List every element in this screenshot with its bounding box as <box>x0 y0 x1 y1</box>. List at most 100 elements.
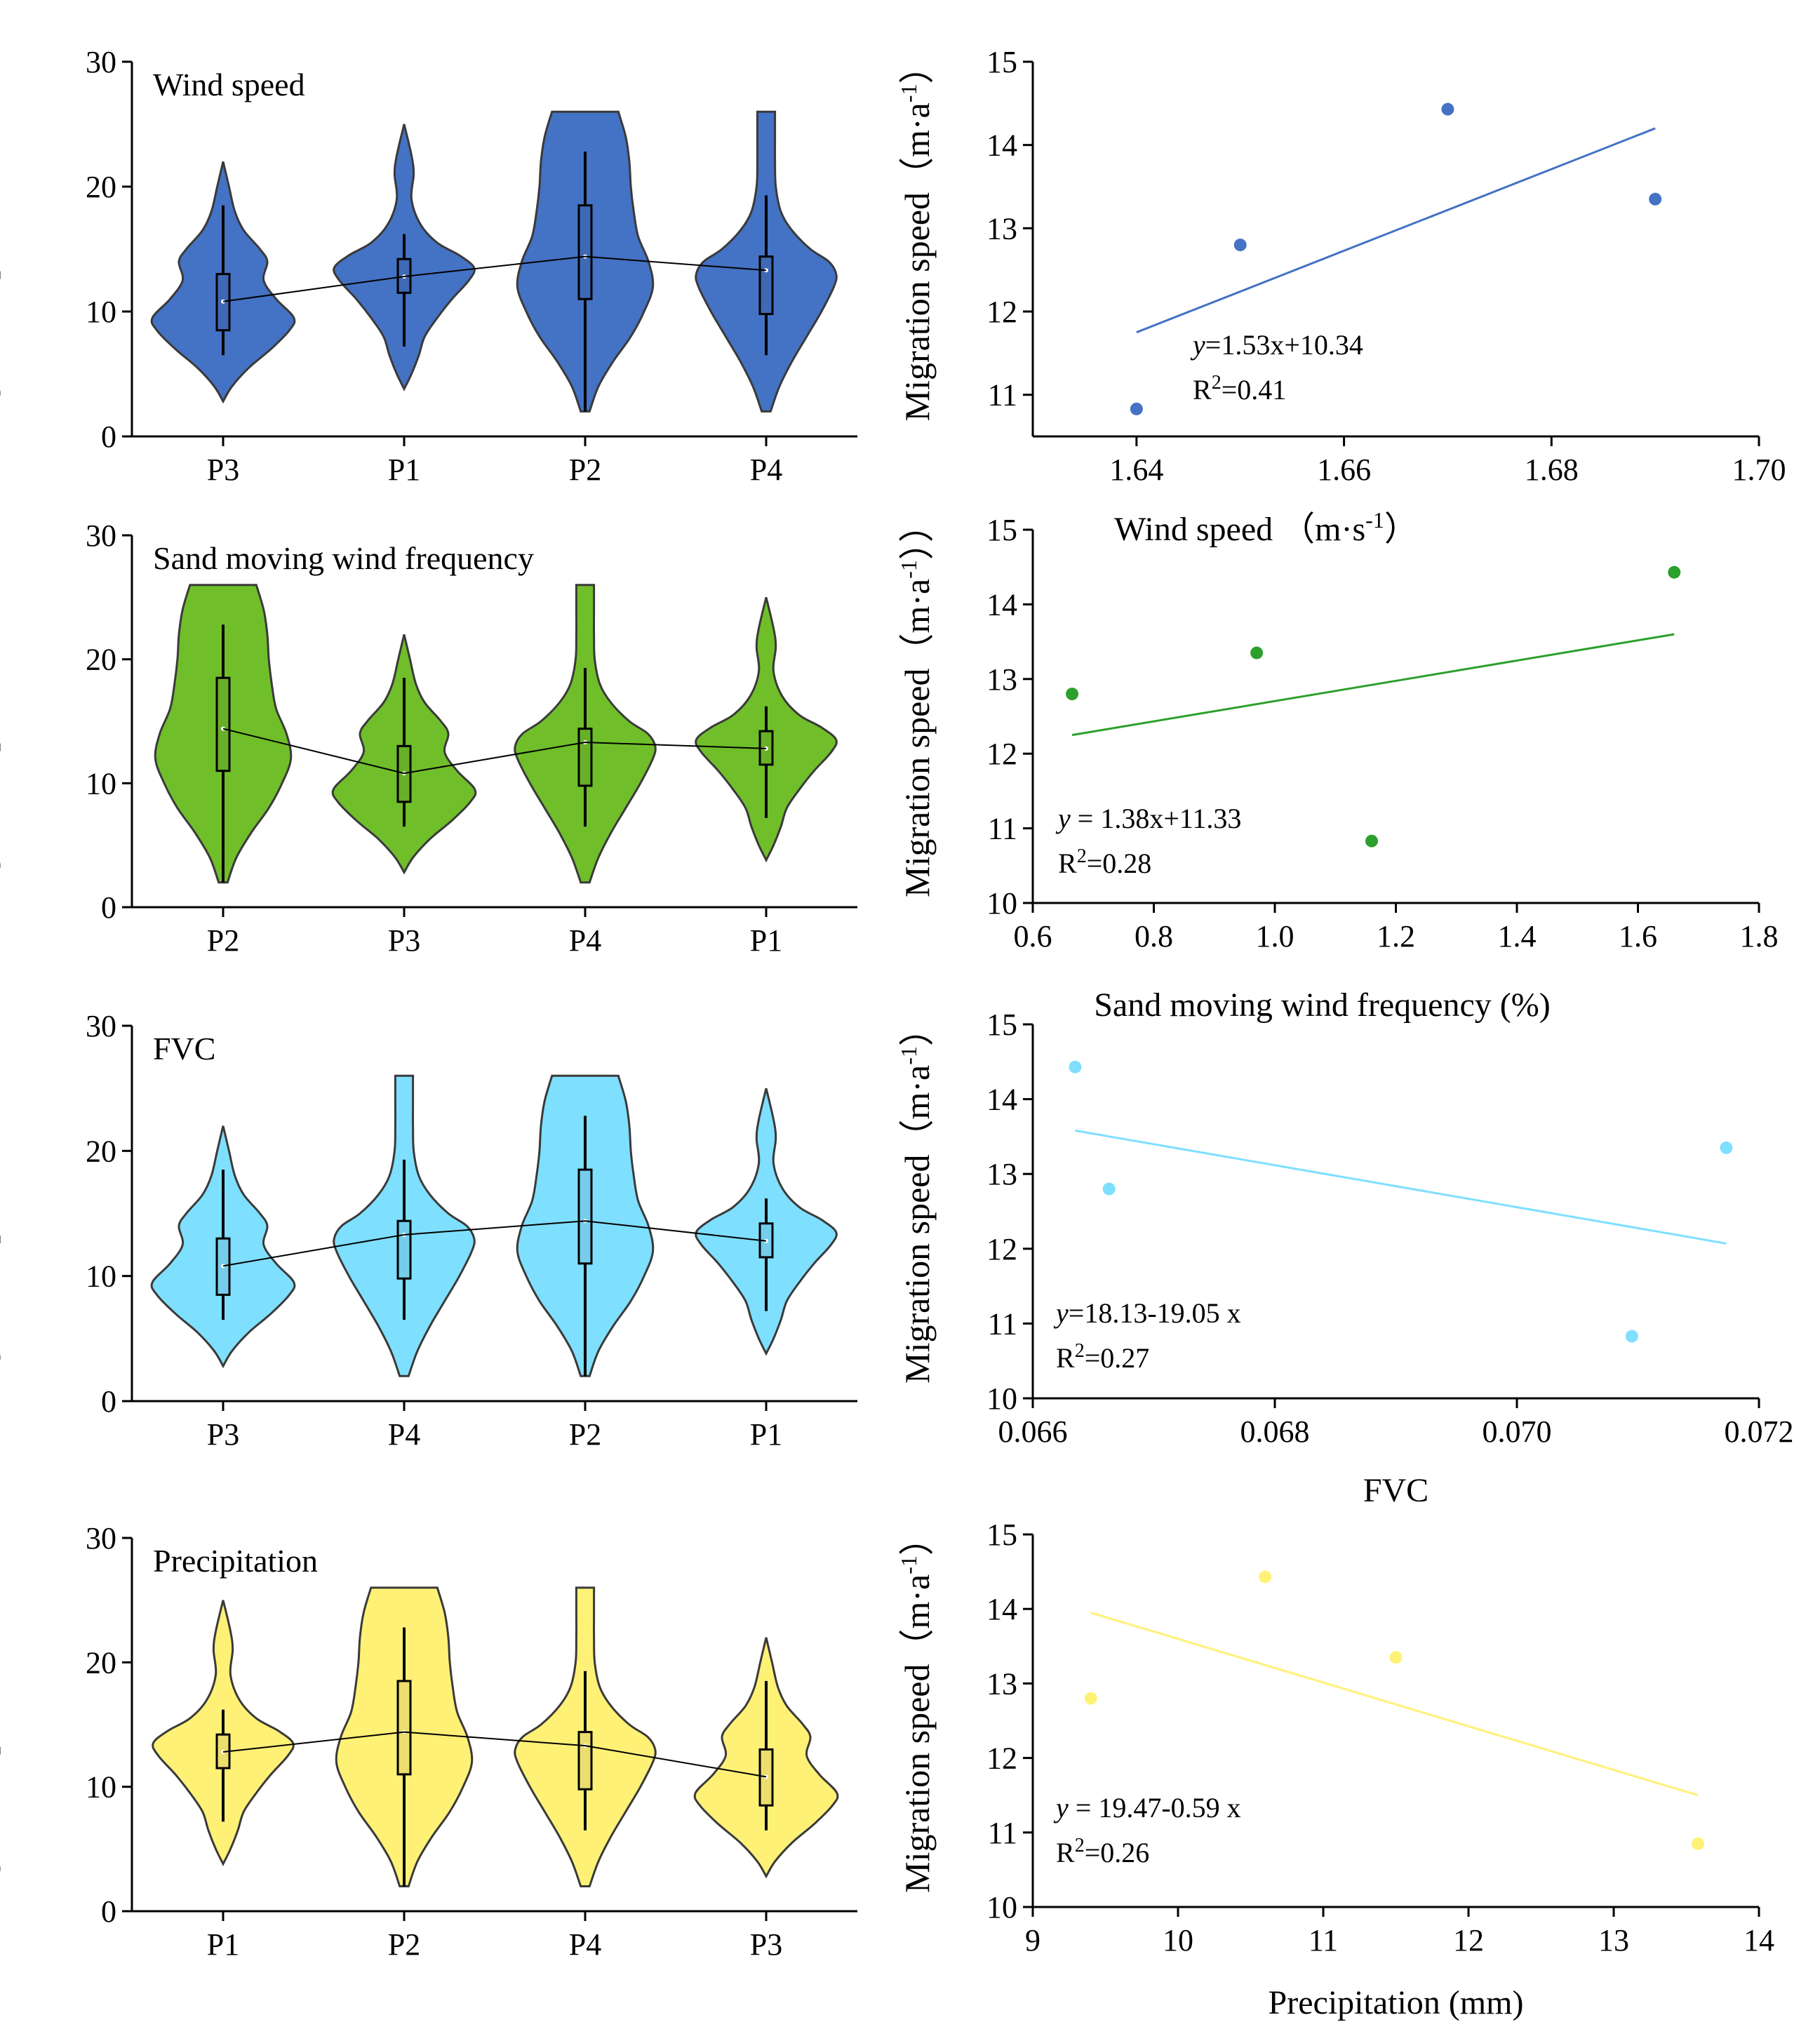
x-tick-label: P4 <box>569 1927 601 1962</box>
x-axis-label: Wind speed （m·s-1） <box>1114 507 1418 548</box>
r-squared: R2=0.28 <box>1058 845 1151 880</box>
r-squared: R2=0.41 <box>1193 372 1286 406</box>
y-tick-label: 15 <box>986 513 1017 547</box>
data-point-1 <box>1066 688 1079 701</box>
x-tick-label: P3 <box>207 1417 239 1452</box>
y-tick-label: 10 <box>86 1770 116 1805</box>
x-tick-label: 10 <box>1163 1923 1193 1958</box>
data-point-2 <box>1259 1570 1272 1584</box>
x-tick-label: P3 <box>750 1927 782 1962</box>
y-tick-label: 14 <box>986 1592 1017 1626</box>
x-tick-label: P1 <box>750 1417 782 1452</box>
y-tick-label: 20 <box>86 1645 116 1680</box>
fit-line <box>1075 1129 1727 1245</box>
x-tick-label: 0.6 <box>1014 919 1052 953</box>
x-tick-label: 14 <box>1744 1923 1774 1958</box>
x-tick-label: 1.4 <box>1498 919 1537 953</box>
data-point-1 <box>1084 1692 1097 1705</box>
y-tick-label: 11 <box>988 1306 1017 1341</box>
data-point-2 <box>1233 239 1247 252</box>
x-tick-label: 9 <box>1025 1923 1041 1958</box>
y-tick-label: 20 <box>86 643 116 677</box>
x-tick-label: 0.8 <box>1135 919 1173 953</box>
x-tick-label: P3 <box>388 923 420 958</box>
x-tick-label: 13 <box>1598 1923 1629 1958</box>
data-point-3 <box>1441 102 1454 116</box>
y-tick-label: 13 <box>986 1157 1017 1191</box>
x-tick-label: 1.8 <box>1740 919 1779 953</box>
y-axis-label: Migration speed（m·a-1） <box>0 70 1 443</box>
x-tick-label: P4 <box>569 923 601 958</box>
x-tick-label: 1.6 <box>1619 919 1657 953</box>
x-tick-label: 1.66 <box>1317 453 1371 487</box>
data-point-3 <box>1365 834 1378 848</box>
y-axis-label: Migration speed（m·a-1） <box>896 49 937 422</box>
scatter-chart-6: 10 11 12 13 14 15 0.066 0.068 0.070 0.072 y=18.13-… <box>896 1008 1794 1509</box>
y-tick-label: 10 <box>86 1259 116 1294</box>
fit-line <box>1071 633 1675 737</box>
y-tick-label: 0 <box>101 420 116 454</box>
median-line <box>222 1220 767 1267</box>
y-tick-label: 10 <box>986 1381 1017 1416</box>
y-tick-label: 12 <box>986 295 1017 329</box>
y-tick-label: 10 <box>986 886 1017 921</box>
iqr-box-p2 <box>577 1168 593 1265</box>
y-tick-label: 13 <box>986 662 1017 697</box>
regression-equation: y = 19.47-0.59 x <box>1053 1792 1241 1823</box>
fit-line <box>1136 127 1656 334</box>
data-point-1 <box>1130 402 1143 415</box>
x-axis-label: Sand moving wind frequency (%) <box>1094 986 1551 1024</box>
data-point-4 <box>1668 566 1681 579</box>
y-tick-label: 20 <box>86 170 116 204</box>
scatter-chart-4: 10 11 12 13 14 15 0.6 0.8 1.0 1.2 1.4 1.6 1.8 y = 1.3… <box>896 507 1779 1024</box>
x-tick-label: P4 <box>750 453 782 487</box>
panel-title: Sand moving wind frequency <box>153 540 534 576</box>
y-axis-label: Migration speed（m·a-1） <box>896 1520 937 1893</box>
x-tick-label: P1 <box>207 1927 239 1962</box>
y-tick-label: 13 <box>986 211 1017 246</box>
data-point-1 <box>1069 1060 1082 1073</box>
violin-chart-5: 0 10 20 30 FVC Migration speed（m·a-1） P3 P4 P2 P1 <box>0 1009 857 1452</box>
scatter-chart-2: 11 12 13 14 15 1.64 1.66 1.68 1.70 y=1.53x+10.34 R… <box>896 45 1786 548</box>
data-point-4 <box>1692 1837 1705 1850</box>
iqr-box-p4 <box>577 728 593 787</box>
x-tick-label: 11 <box>1309 1923 1338 1958</box>
violin-chart-7: 0 10 20 30 Precipitation Migration speed（m·a-… <box>0 1521 857 1962</box>
x-tick-label: P1 <box>750 923 782 958</box>
y-tick-label: 30 <box>86 518 116 553</box>
x-tick-label: P1 <box>388 453 420 487</box>
violin-chart-1: 0 10 20 30 Wind speed Migration speed（m·a-1） P… <box>0 45 857 487</box>
x-tick-label: 1.0 <box>1256 919 1294 953</box>
y-tick-label: 10 <box>86 295 116 329</box>
r-squared: R2=0.26 <box>1056 1835 1149 1869</box>
iqr-box-p2 <box>396 1680 412 1776</box>
x-tick-label: P3 <box>207 453 239 487</box>
median-line <box>222 728 767 775</box>
r-squared: R2=0.27 <box>1056 1340 1149 1374</box>
panel-title: Precipitation <box>153 1543 318 1579</box>
y-tick-label: 13 <box>986 1666 1017 1701</box>
y-tick-label: 14 <box>986 587 1017 622</box>
x-tick-label: 0.066 <box>998 1414 1068 1449</box>
x-axis-label: FVC <box>1363 1472 1428 1509</box>
x-tick-label: 12 <box>1453 1923 1484 1958</box>
x-tick-label: P2 <box>207 923 239 958</box>
y-tick-label: 20 <box>86 1134 116 1168</box>
x-tick-label: 1.2 <box>1377 919 1415 953</box>
y-tick-label: 12 <box>986 737 1017 771</box>
y-tick-label: 10 <box>86 766 116 801</box>
data-point-3 <box>1625 1330 1638 1343</box>
panel-title: Wind speed <box>153 67 305 102</box>
y-tick-label: 12 <box>986 1741 1017 1776</box>
y-tick-label: 12 <box>986 1232 1017 1266</box>
y-axis-label: Migration speed（m·a-1） <box>896 1011 937 1384</box>
x-tick-label: P2 <box>569 453 601 487</box>
median-line <box>222 1731 767 1778</box>
y-tick-label: 15 <box>986 45 1017 79</box>
y-tick-label: 11 <box>988 812 1017 846</box>
x-tick-label: P2 <box>569 1417 601 1452</box>
panel-title: FVC <box>153 1031 215 1066</box>
x-tick-label: P4 <box>388 1417 420 1452</box>
violin-chart-3: 0 10 20 30 Sand moving wind frequency Migrati… <box>0 518 857 958</box>
median-line <box>222 255 767 302</box>
